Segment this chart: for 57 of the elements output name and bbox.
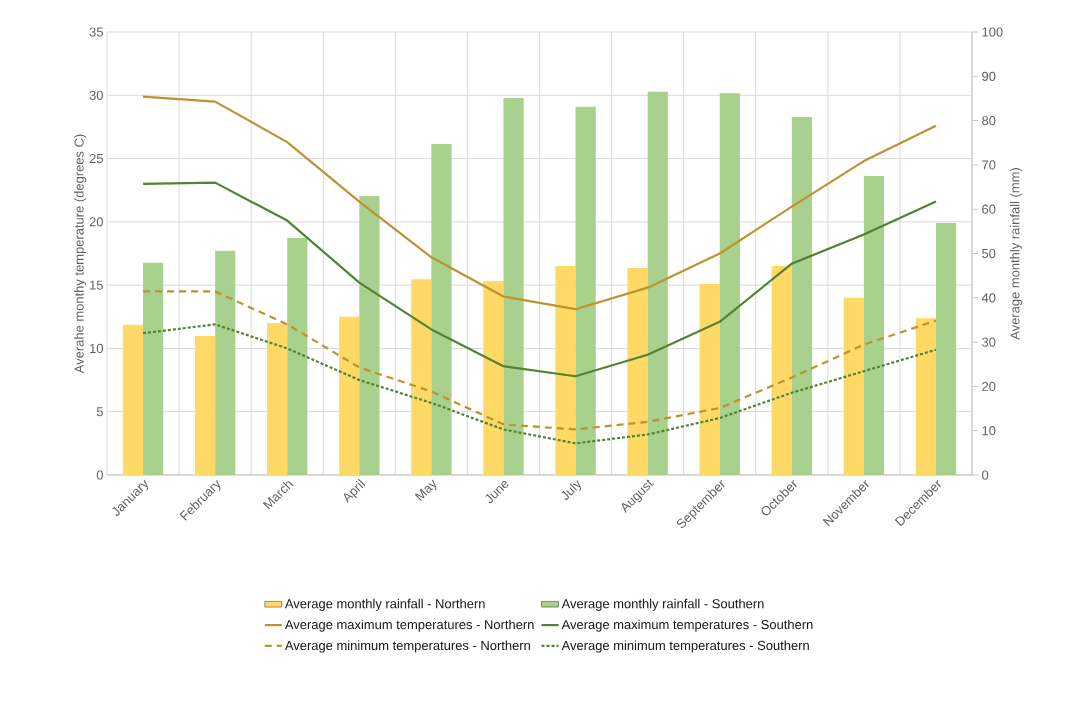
x-tick-label: July [561,479,581,500]
bar [267,323,288,475]
bar [143,262,164,475]
x-tick-label: May [414,479,437,501]
bar [627,268,648,475]
legend-label: Average minimum temperatures - Southern [561,640,809,653]
y2-tick-label: 20 [982,381,996,391]
bar [791,117,812,475]
y2-tick-label: 100 [982,27,1003,37]
y2-tick-label: 0 [982,470,989,480]
bar [339,316,360,475]
y2-tick-label: 40 [981,293,996,303]
legend-label: Average maximum temperatures - Northern [284,619,534,632]
y2-tick-label: 30 [982,337,996,347]
bar [575,106,596,475]
y2-tick-label: 70 [982,160,996,170]
y-axis-title: Averahe monthy temperature (degrees C) [74,134,87,374]
bar [122,324,144,475]
bar [411,279,432,475]
y-tick-label: 0 [96,470,103,480]
line-series [141,290,938,431]
y-tick-label: 30 [89,90,103,100]
y-tick-label: 15 [90,280,103,290]
bar [935,222,957,475]
y2-tick-label: 10 [982,426,996,436]
bar [194,335,216,475]
legend-label: Average monthly rainfall - Southern [561,598,764,611]
y-tick-label: 20 [89,217,103,227]
legend-label: Average minimum temperatures - Northern [284,640,530,653]
bar [359,195,380,475]
y2-tick-label: 80 [982,116,996,126]
bar [431,144,452,475]
bar [771,265,792,475]
legend-label: Average maximum temperatures - Southern [561,619,813,632]
y2-tick-label: 60 [982,204,996,214]
y2-tick-label: 90 [982,71,996,81]
bar [915,318,936,475]
bar [483,280,504,475]
line-series [141,181,938,378]
line-series [141,323,938,445]
y2-tick-label: 50 [982,248,996,259]
bar [555,265,576,475]
legend-label: Average monthly rainfall - Northern [284,598,485,611]
bar [863,175,885,475]
bar [503,98,524,475]
bar [647,91,668,475]
bar [719,93,740,475]
y2-axis-title: Average monthly rainfall (mm) [1009,168,1023,340]
y-tick-label: 5 [96,407,103,417]
bar [215,250,236,475]
bar [843,297,864,475]
y-tick-label: 35 [89,27,103,37]
bar [699,284,720,475]
bar [287,237,308,475]
line-series [141,95,938,311]
y-tick-label: 10 [90,343,103,354]
y-tick-label: 25 [89,153,103,164]
